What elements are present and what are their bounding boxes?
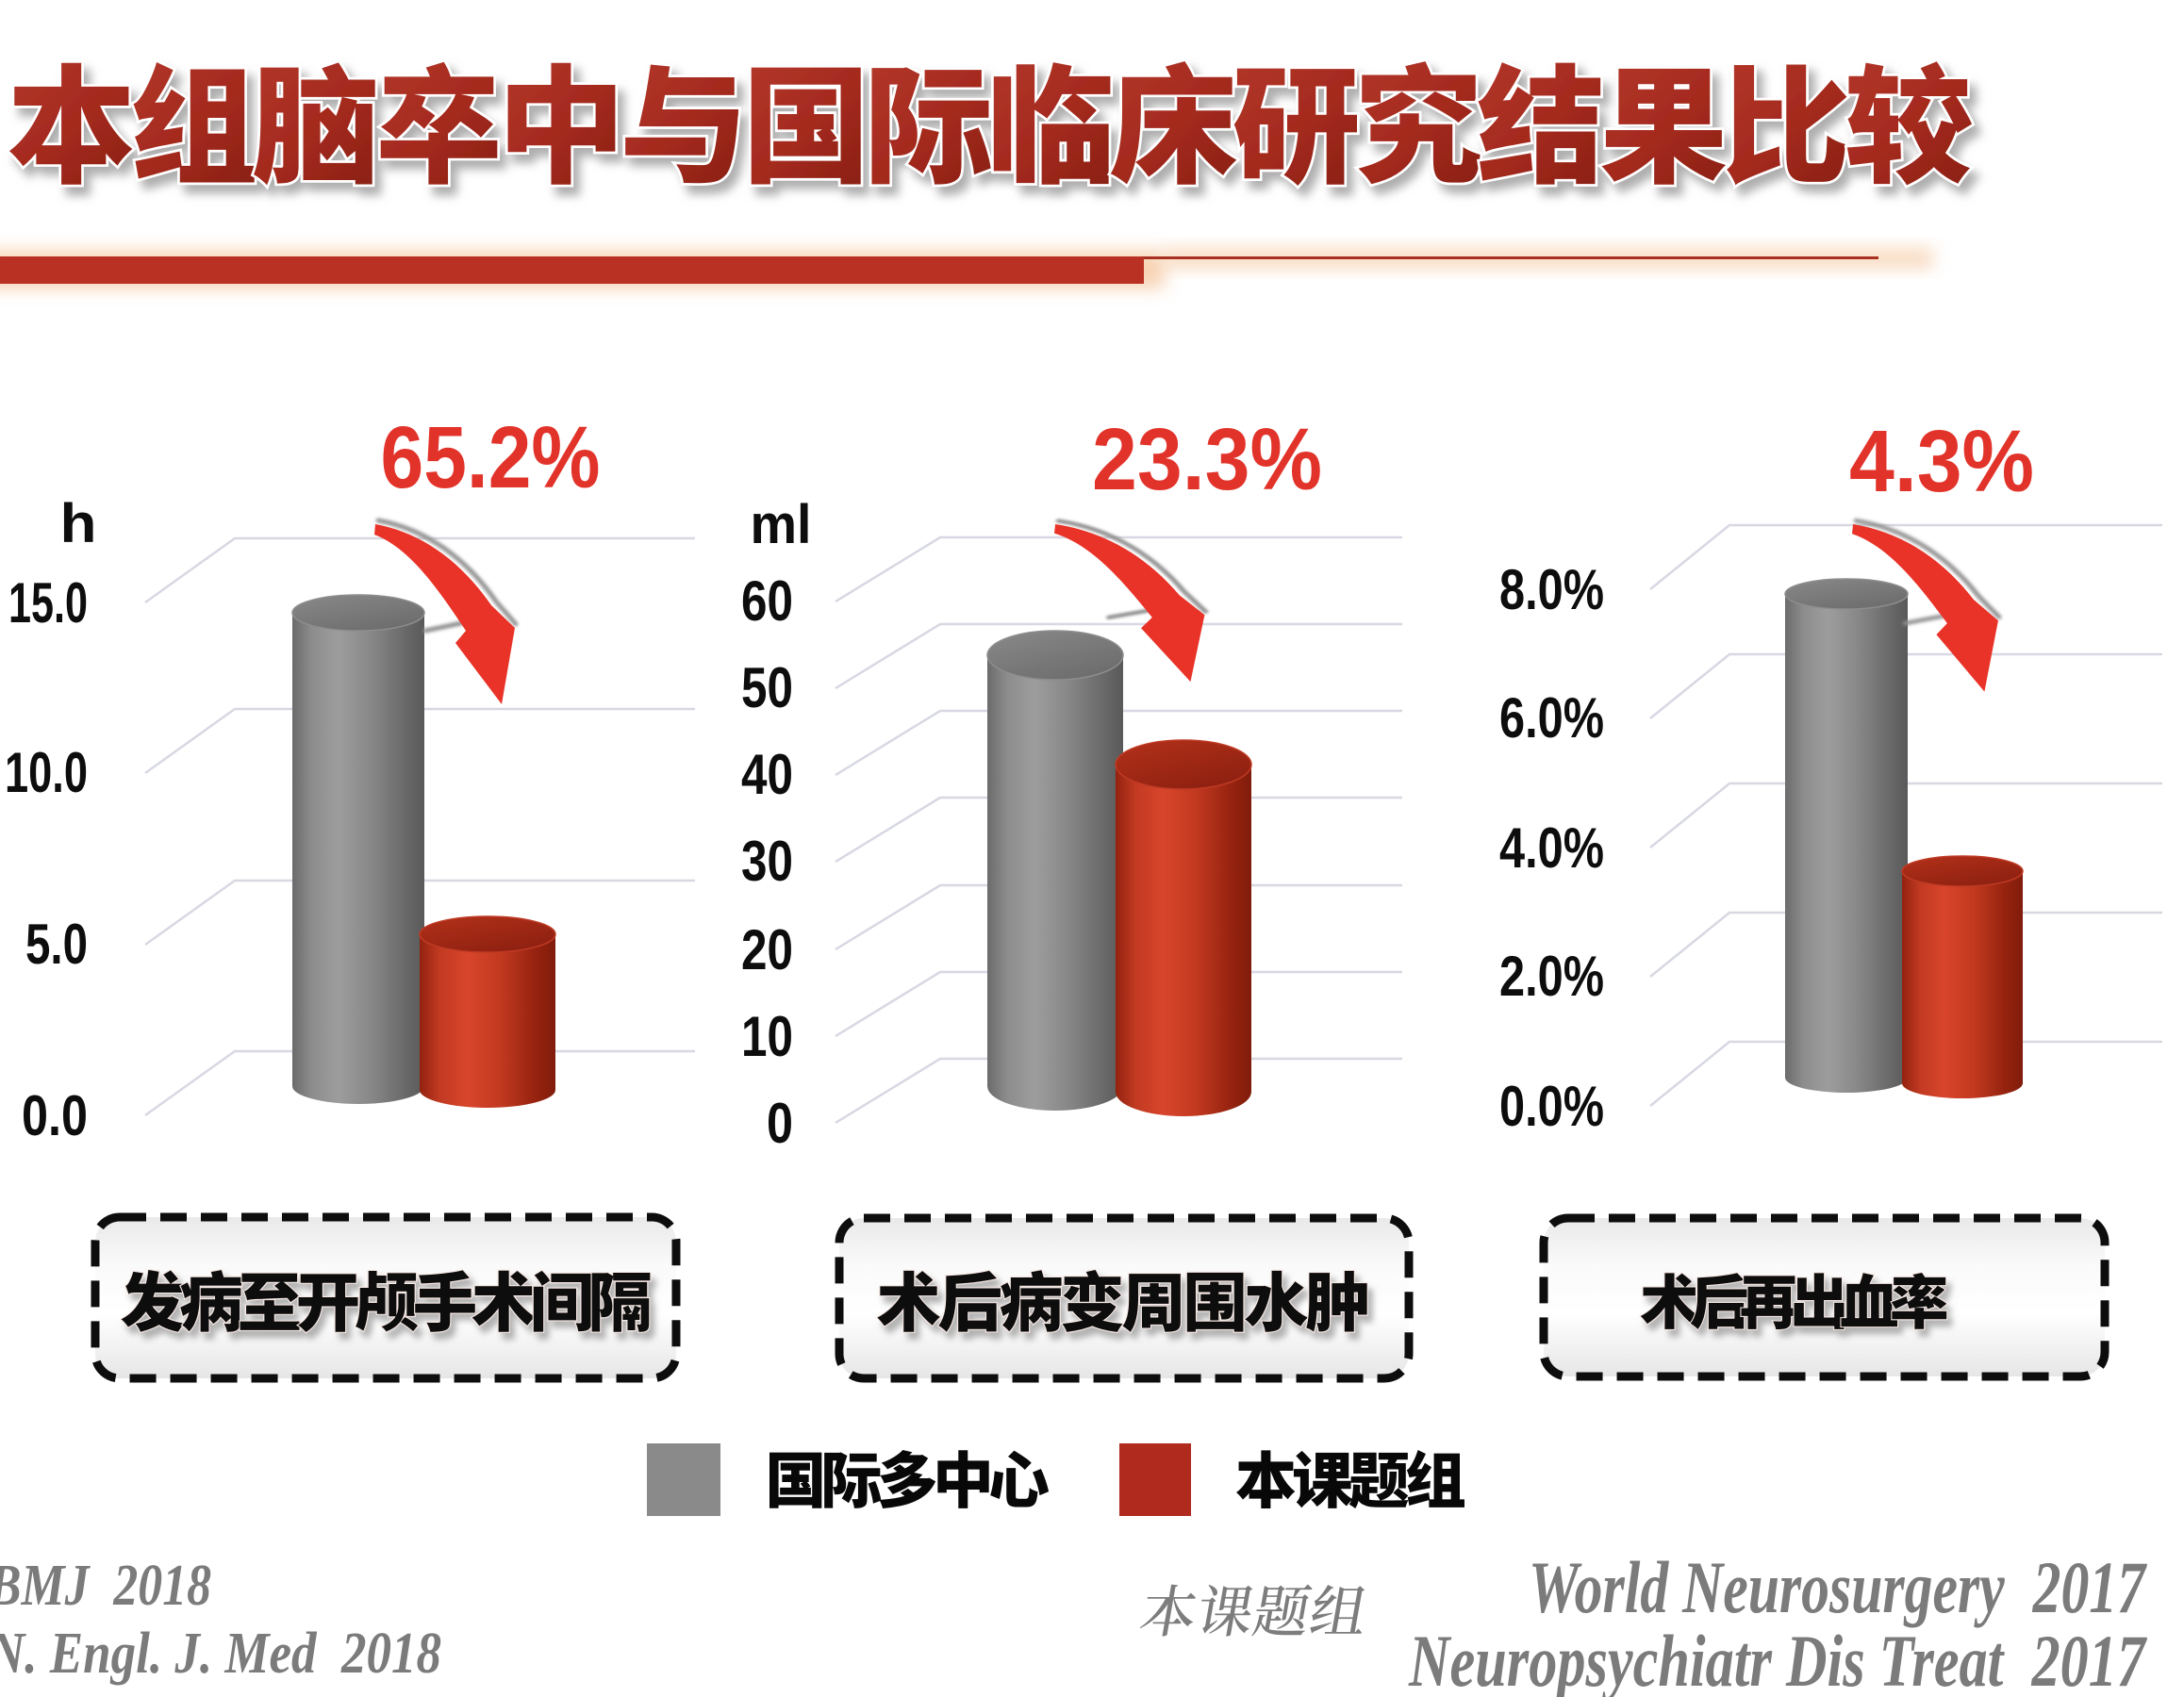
svg-text:0.0: 0.0 [22, 1084, 88, 1147]
svg-text:23.3%: 23.3% [1092, 410, 1322, 508]
svg-text:10: 10 [741, 1005, 793, 1068]
svg-text:15.0: 15.0 [8, 571, 88, 634]
svg-text:4.3%: 4.3% [1849, 412, 2034, 510]
svg-text:World Neurosurgery 2017: World Neurosurgery 2017 [1529, 1546, 2147, 1628]
svg-text:0: 0 [767, 1092, 793, 1155]
svg-text:5.0: 5.0 [25, 913, 88, 976]
svg-text:ml: ml [751, 494, 812, 555]
svg-text:30: 30 [741, 830, 793, 893]
svg-text:N. Engl. J. Med 2018: N. Engl. J. Med 2018 [0, 1622, 441, 1686]
svg-text:8.0%: 8.0% [1499, 558, 1604, 621]
svg-text:50: 50 [741, 656, 793, 719]
svg-text:2.0%: 2.0% [1499, 945, 1604, 1008]
svg-text:40: 40 [741, 743, 793, 806]
svg-text:60: 60 [741, 569, 793, 633]
svg-text:6.0%: 6.0% [1499, 686, 1604, 750]
svg-text:0.0%: 0.0% [1499, 1075, 1604, 1138]
svg-text:20: 20 [741, 918, 793, 981]
svg-text:Neuropsychiatr Dis Treat 2017: Neuropsychiatr Dis Treat 2017 [1408, 1620, 2147, 1697]
svg-text:65.2%: 65.2% [381, 408, 601, 506]
svg-text:h: h [60, 493, 97, 554]
svg-text:4.0%: 4.0% [1499, 816, 1604, 880]
svg-text:10.0: 10.0 [5, 741, 88, 804]
svg-text:BMJ 2018: BMJ 2018 [0, 1554, 211, 1618]
